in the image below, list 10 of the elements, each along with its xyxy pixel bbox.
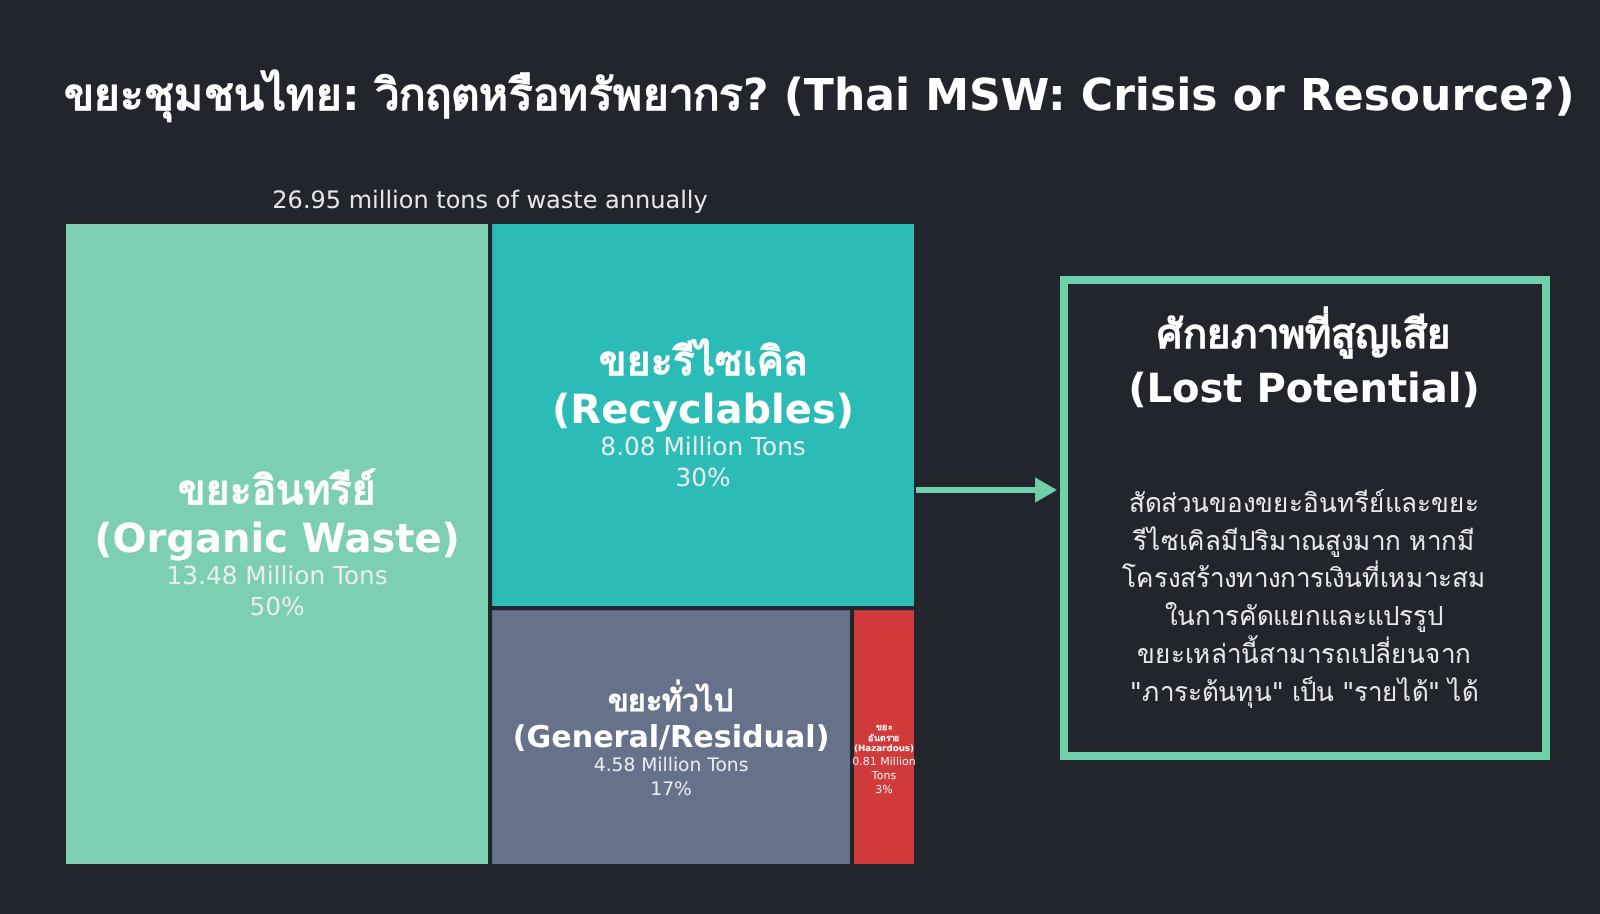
text: ขยะชุมชนไทย: วิกฤตหรือทรัพยากร? (Thai MSW: Crisis or Resource?)	[64, 68, 1575, 124]
data-label: 13.48 Million Tons 50%	[166, 560, 388, 621]
category-label: ขยะอินทรีย์ (Organic Waste)	[94, 466, 460, 562]
data-label: 4.58 Million Tons 17%	[593, 755, 749, 801]
category-label: ขยะรีไซเคิล (Recyclables)	[552, 337, 855, 434]
text: ศักยภาพที่สูญเสีย (Lost Potential)	[1128, 304, 1480, 412]
category-label: ขยะทั่วไป (General/Residual)	[512, 678, 830, 756]
text: สัดส่วนของขยะอินทรีย์และขยะ รีไซเคิลมีปริมาณสูงมาก หากมี โครงสร้างทางการเงินที่เหมาะสม ในการคัดแยกและแปรรูป ขยะเหล่านี้สามารถเปลี่ยนจาก "ภาระต้นทุน" เป็น "รายได้" ได้	[1122, 488, 1486, 709]
text: 26.95 million tons of waste annually	[272, 186, 708, 214]
data-label: 8.08 Million Tons 30%	[600, 431, 806, 493]
